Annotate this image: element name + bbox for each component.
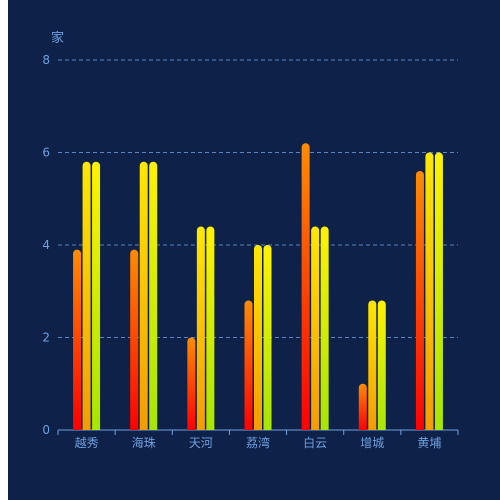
bar[interactable]: [434, 152, 443, 431]
bar[interactable]: [358, 383, 367, 430]
y-axis-ticks: 0 2 4 6 8: [42, 53, 50, 437]
bar[interactable]: [92, 161, 101, 430]
bar[interactable]: [254, 245, 262, 430]
x-tick-label: 增城: [360, 436, 384, 450]
bar[interactable]: [82, 161, 91, 430]
y-tick-label: 8: [42, 53, 50, 67]
bar[interactable]: [263, 245, 272, 430]
bar[interactable]: [130, 249, 139, 430]
y-tick-label: 0: [42, 423, 50, 437]
bar[interactable]: [149, 161, 158, 430]
bar[interactable]: [425, 152, 434, 431]
x-tick-label: 黄埔: [417, 436, 441, 450]
x-tick-label: 天河: [189, 436, 213, 450]
bars: [73, 143, 443, 430]
x-axis: 越秀 海珠 天河 荔湾 白云 增城 黄埔: [57, 429, 459, 450]
y-axis-unit-label: 家: [51, 30, 64, 46]
x-tick-label: 海珠: [132, 435, 156, 450]
y-tick-label: 2: [42, 331, 50, 345]
bar[interactable]: [139, 161, 148, 430]
bar[interactable]: [196, 226, 205, 431]
x-tick-label: 荔湾: [246, 435, 270, 450]
bar[interactable]: [320, 226, 329, 431]
y-tick-label: 6: [42, 146, 50, 160]
bar[interactable]: [415, 171, 424, 430]
bar[interactable]: [311, 226, 320, 431]
x-tick-label: 越秀: [75, 436, 99, 450]
bar[interactable]: [368, 300, 377, 431]
bar[interactable]: [73, 249, 82, 430]
y-tick-label: 4: [42, 238, 50, 252]
x-tick-label: 白云: [303, 435, 327, 450]
bar[interactable]: [377, 300, 386, 431]
bar[interactable]: [206, 226, 215, 431]
bar[interactable]: [244, 300, 253, 431]
bar[interactable]: [187, 337, 196, 431]
bar[interactable]: [301, 143, 310, 430]
